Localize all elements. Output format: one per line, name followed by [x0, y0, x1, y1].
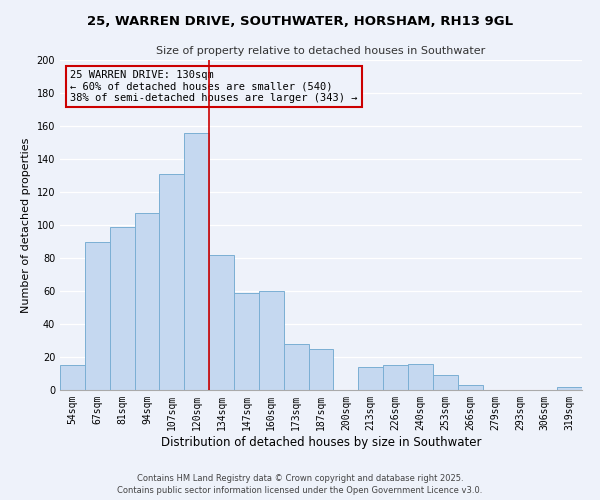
Bar: [60, 365, 85, 390]
Text: Contains HM Land Registry data © Crown copyright and database right 2025.
Contai: Contains HM Land Registry data © Crown c…: [118, 474, 482, 495]
Bar: [134, 214, 160, 390]
Bar: [383, 365, 408, 390]
Bar: [234, 292, 259, 390]
X-axis label: Distribution of detached houses by size in Southwater: Distribution of detached houses by size …: [161, 436, 481, 448]
Bar: [557, 386, 582, 390]
Title: Size of property relative to detached houses in Southwater: Size of property relative to detached ho…: [157, 46, 485, 56]
Bar: [160, 174, 184, 390]
Bar: [85, 242, 110, 390]
Bar: [408, 364, 433, 390]
Bar: [259, 291, 284, 390]
Bar: [209, 254, 234, 390]
Y-axis label: Number of detached properties: Number of detached properties: [21, 138, 31, 312]
Bar: [110, 226, 134, 390]
Text: 25 WARREN DRIVE: 130sqm
← 60% of detached houses are smaller (540)
38% of semi-d: 25 WARREN DRIVE: 130sqm ← 60% of detache…: [70, 70, 358, 103]
Text: 25, WARREN DRIVE, SOUTHWATER, HORSHAM, RH13 9GL: 25, WARREN DRIVE, SOUTHWATER, HORSHAM, R…: [87, 15, 513, 28]
Bar: [358, 367, 383, 390]
Bar: [433, 375, 458, 390]
Bar: [458, 385, 482, 390]
Bar: [308, 349, 334, 390]
Bar: [184, 132, 209, 390]
Bar: [284, 344, 308, 390]
